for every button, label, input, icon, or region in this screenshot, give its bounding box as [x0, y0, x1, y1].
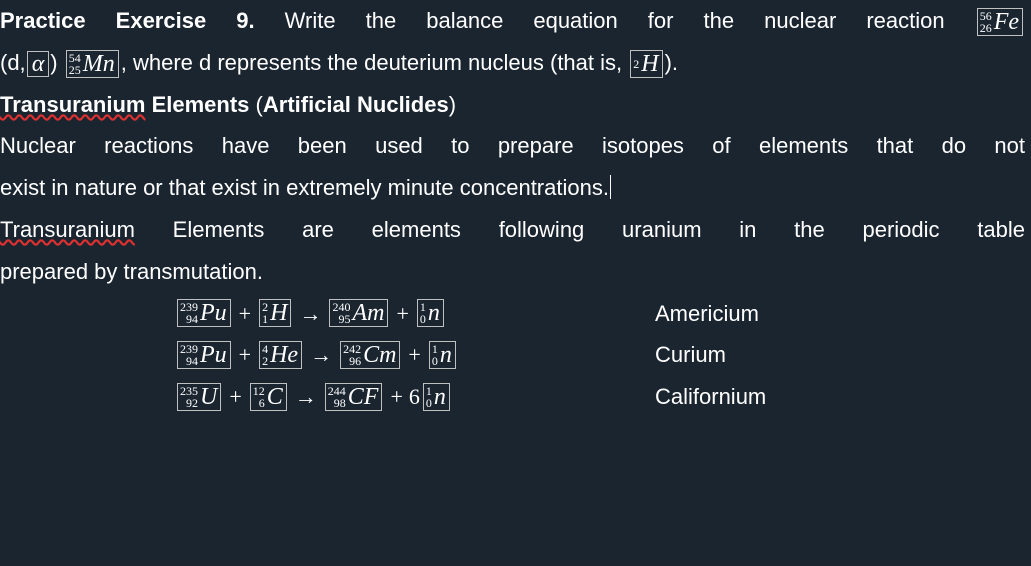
symbol: n: [440, 343, 452, 367]
line2-after: , where d represents the deuterium nucle…: [121, 50, 628, 75]
body-p2a-rest: Elements are elements following uranium …: [135, 217, 1025, 242]
element-name: Curium: [655, 334, 726, 376]
symbol: H: [270, 301, 287, 325]
nuclide-h: 21H: [259, 299, 291, 327]
equation-row: 23994Pu+21H→24095Am+10nAmericium: [0, 293, 1025, 335]
text-cursor: [610, 175, 611, 199]
plus-op: +: [233, 334, 257, 376]
line2-tail: ).: [665, 50, 678, 75]
nuclide-fe: 56 26 Fe: [977, 8, 1023, 36]
nuclide-he: 42He: [259, 341, 302, 369]
arrow-op: →: [293, 293, 327, 335]
eq-expression: 23994Pu+21H→24095Am+10n: [175, 293, 655, 335]
symbol: U: [200, 385, 217, 409]
equations-block: 23994Pu+21H→24095Am+10nAmericium23994Pu+…: [0, 293, 1025, 418]
symbol: Am: [352, 301, 384, 325]
z: 94: [186, 313, 198, 325]
body-p2b: prepared by transmutation.: [0, 259, 263, 284]
exercise-label: Practice Exercise 9.: [0, 8, 255, 33]
z: 0: [432, 355, 438, 367]
symbol: n: [434, 385, 446, 409]
symbol: He: [270, 343, 298, 367]
symbol: Pu: [200, 301, 227, 325]
nuclide-pu: 23994Pu: [177, 299, 231, 327]
nuclide-am: 24095Am: [329, 299, 388, 327]
z: 95: [338, 313, 350, 325]
coefficient: 6: [409, 376, 421, 418]
z: 0: [420, 313, 426, 325]
z: 2: [262, 355, 268, 367]
h2-mass: 2: [633, 58, 639, 70]
z: 94: [186, 355, 198, 367]
heading-paren-open: (: [249, 92, 262, 117]
nuclide-n: 10n: [423, 383, 450, 411]
symbol: n: [428, 301, 440, 325]
body-p1-line1: Nuclear reactions have been used to prep…: [0, 125, 1025, 167]
nuclide-n: 10n: [429, 341, 456, 369]
z: 0: [426, 397, 432, 409]
body-p2a-wavy: Transuranium: [0, 217, 135, 242]
plus-op: +: [223, 376, 247, 418]
symbol: Cm: [363, 343, 396, 367]
nuclide-n: 10n: [417, 299, 444, 327]
fe-sym: Fe: [994, 10, 1019, 34]
line2-prefix: (d,: [0, 50, 26, 75]
line2-mid: ): [50, 50, 63, 75]
exercise-line-1: Practice Exercise 9. Write the balance e…: [0, 0, 1025, 42]
body-p1-line2: exist in nature or that exist in extreme…: [0, 167, 1025, 209]
eq-expression: 23592U+126C→24498CF+610n: [175, 376, 655, 418]
nuclide-cm: 24296Cm: [340, 341, 400, 369]
plus-op: +: [233, 293, 257, 335]
equation-row: 23592U+126C→24498CF+610nCalifornium: [0, 376, 1025, 418]
section-heading: Transuranium Elements (Artificial Nuclid…: [0, 84, 1025, 126]
nuclide-h2: 2 H: [630, 50, 662, 78]
symbol: CF: [348, 385, 379, 409]
alpha-box: α: [27, 51, 50, 77]
h2-sym: H: [641, 52, 658, 76]
z: 96: [349, 355, 361, 367]
plus-op: +: [402, 334, 426, 376]
element-name: Californium: [655, 376, 766, 418]
equation-row: 23994Pu+42He→24296Cm+10nCurium: [0, 334, 1025, 376]
nuclide-u: 23592U: [177, 383, 221, 411]
body-p1a: Nuclear reactions have been used to prep…: [0, 133, 1025, 158]
mn-sym: Mn: [83, 52, 115, 76]
symbol: C: [267, 385, 283, 409]
exercise-lead: Write the balance equation for the nucle…: [285, 8, 975, 33]
nuclide-pu: 23994Pu: [177, 341, 231, 369]
plus-op: +: [390, 293, 414, 335]
symbol: Pu: [200, 343, 227, 367]
z: 6: [259, 397, 265, 409]
exercise-line-2: (d,α) 54 25 Mn , where d represents the …: [0, 42, 1025, 84]
heading-artificial: Artificial Nuclides: [263, 92, 449, 117]
element-name: Americium: [655, 293, 759, 335]
fe-z: 26: [980, 22, 992, 34]
document-page: Practice Exercise 9. Write the balance e…: [0, 0, 1031, 418]
nuclide-mn: 54 25 Mn: [66, 50, 119, 78]
nuclide-cf: 24498CF: [325, 383, 383, 411]
heading-transuranium: Transuranium: [0, 92, 145, 117]
z: 92: [186, 397, 198, 409]
heading-elements: Elements: [145, 92, 249, 117]
nuclide-c: 126C: [250, 383, 287, 411]
z: 98: [334, 397, 346, 409]
body-p2-line1: Transuranium Elements are elements follo…: [0, 209, 1025, 251]
body-p1b: exist in nature or that exist in extreme…: [0, 175, 609, 200]
eq-expression: 23994Pu+42He→24296Cm+10n: [175, 334, 655, 376]
z: 1: [262, 313, 268, 325]
heading-paren-close: ): [449, 92, 456, 117]
mn-z: 25: [69, 64, 81, 76]
arrow-op: →: [289, 376, 323, 418]
plus-op: +: [384, 376, 408, 418]
arrow-op: →: [304, 334, 338, 376]
body-p2-line2: prepared by transmutation.: [0, 251, 1025, 293]
